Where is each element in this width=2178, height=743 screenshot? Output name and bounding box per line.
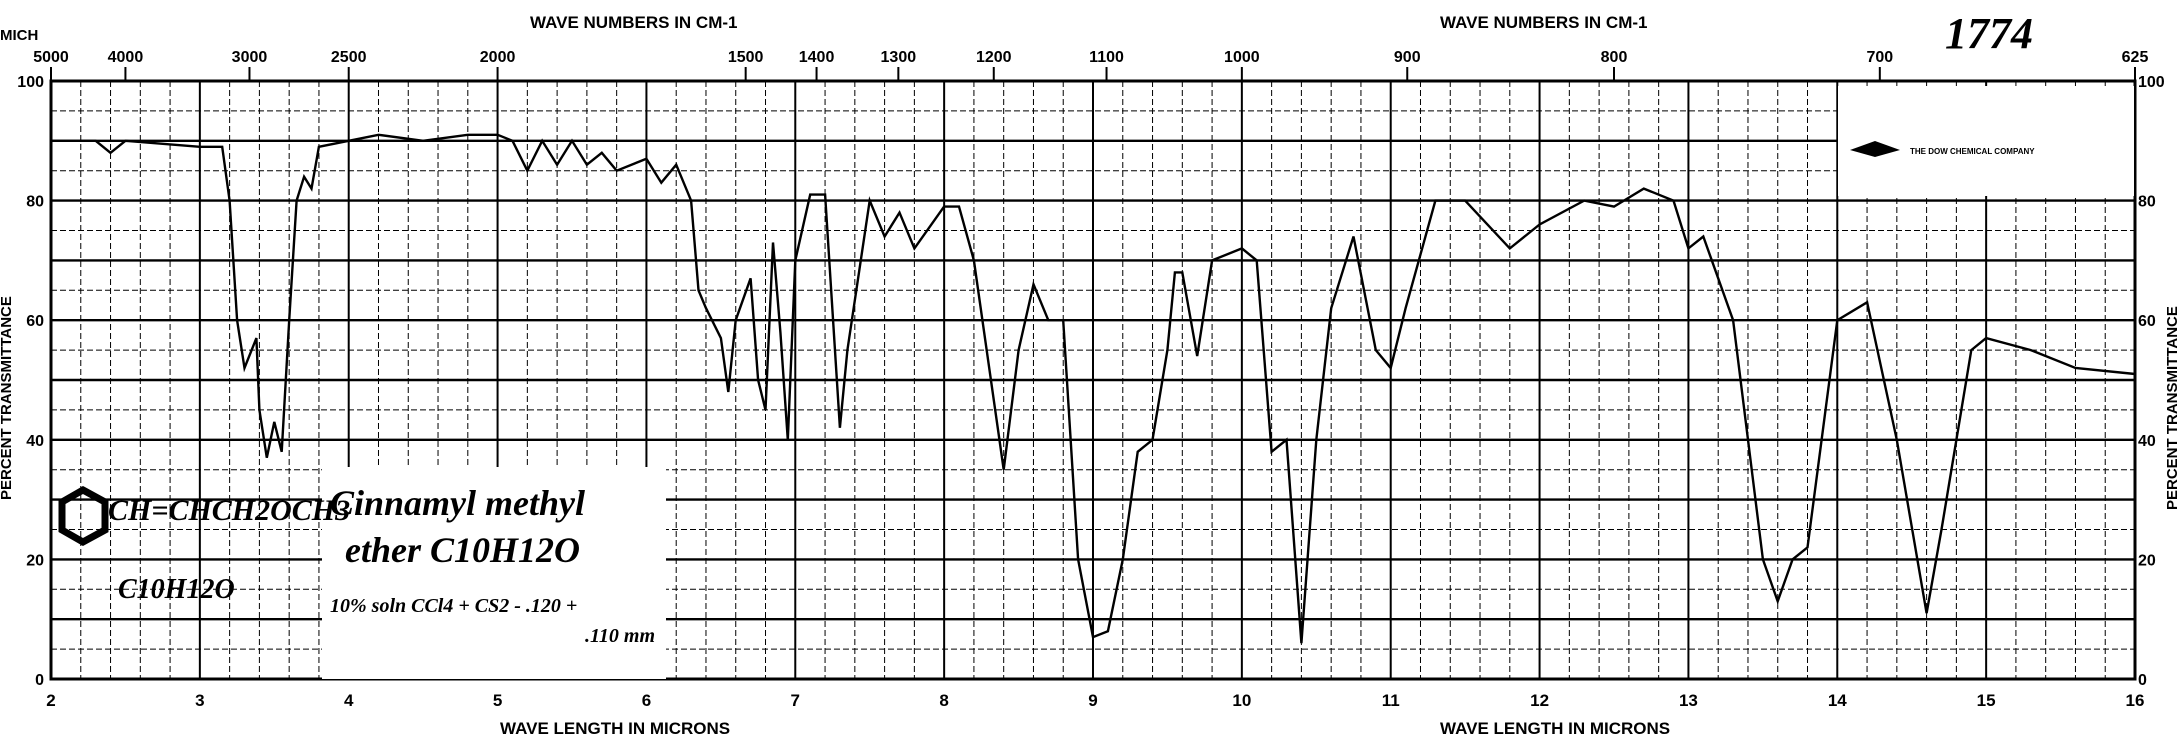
y-tick-label-left: 80 (26, 194, 44, 211)
wavenumber-tick-label: 3000 (232, 49, 268, 66)
x-tick-label: 4 (344, 691, 354, 710)
top-axis-title-right: WAVE NUMBERS IN CM-1 (1440, 13, 1647, 32)
dow-logo-icon (1850, 141, 1900, 157)
wavenumber-tick-label: 1100 (1089, 49, 1124, 66)
wavenumber-tick-label: 700 (1866, 49, 1893, 66)
x-tick-label: 5 (493, 691, 502, 710)
y-tick-label-right: 80 (2138, 194, 2156, 211)
wavenumber-tick-label: 800 (1601, 49, 1628, 66)
x-tick-label: 8 (939, 691, 948, 710)
x-tick-label: 11 (1382, 691, 1400, 710)
wavenumber-tick-label: 2500 (331, 49, 367, 66)
x-axis-ticks: 2 3 4 5 6 7 8 9 10 11 12 13 14 15 16 (46, 691, 2144, 710)
y-tick-label-left: 60 (26, 313, 44, 330)
wavenumber-tick-label: 5000 (33, 49, 69, 66)
wavenumber-tick-label: 1400 (799, 49, 835, 66)
y-tick-label-left: 0 (35, 672, 44, 689)
corner-label: MICH (0, 27, 38, 44)
y-axis-ticks: 0 0 20 20 40 40 60 60 80 80 100 100 (17, 74, 2165, 689)
spectrum-number: 1774 (1945, 9, 2033, 58)
x-tick-label: 14 (1828, 691, 1847, 710)
x-tick-label: 9 (1088, 691, 1097, 710)
compound-name-line2: ether C10H12O (345, 530, 580, 570)
x-tick-label: 13 (1679, 691, 1698, 710)
benzene-ring-icon (58, 485, 109, 547)
y-tick-label-left: 100 (17, 74, 44, 91)
wavenumber-tick-label: 1300 (881, 49, 917, 66)
x-tick-label: 12 (1530, 691, 1549, 710)
wavenumber-tick-label: 4000 (108, 49, 144, 66)
plot-frame (49, 79, 2137, 681)
y-tick-label-right: 0 (2138, 672, 2147, 689)
x-axis-title-right: WAVE LENGTH IN MICRONS (1440, 719, 1670, 738)
wavenumber-tick-label: 2000 (480, 49, 516, 66)
transmittance-curve (51, 133, 2136, 644)
x-tick-label: 6 (642, 691, 651, 710)
x-tick-label: 15 (1977, 691, 1996, 710)
y-tick-label-right: 100 (2138, 74, 2165, 91)
y-tick-label-right: 20 (2138, 552, 2156, 569)
wavenumber-tick-label: 900 (1394, 49, 1421, 66)
wavenumber-tick-label: 1200 (976, 49, 1012, 66)
wavenumber-tick-label: 1000 (1224, 49, 1260, 66)
y-tick-label-left: 20 (26, 552, 44, 569)
wavenumber-axis-ticks: 5000 4000 3000 2500 2000 1500 1400 1300 1200 1100… (33, 49, 2148, 81)
wavenumber-tick-label: 625 (2122, 49, 2149, 66)
y-tick-label-left: 40 (26, 433, 44, 450)
y-axis-title-left: PERCENT TRANSMITTANCE (0, 296, 15, 500)
structure-molecular-formula: C10H12O (118, 574, 235, 605)
conditions-line2: .110 mm (585, 625, 655, 647)
x-tick-label: 10 (1232, 691, 1251, 710)
conditions-line1: 10% soln CCl4 + CS2 - .120 + (330, 595, 577, 617)
x-tick-label: 2 (46, 691, 55, 710)
x-axis-title-left: WAVE LENGTH IN MICRONS (500, 719, 730, 738)
company-name: THE DOW CHEMICAL COMPANY (1910, 147, 2035, 156)
x-tick-label: 7 (791, 691, 800, 710)
y-tick-label-right: 40 (2138, 433, 2156, 450)
y-tick-label-right: 60 (2138, 313, 2156, 330)
y-axis-title-right: PERCENT TRANSMITTANCE (2164, 306, 2178, 510)
compound-name-line1: Cinnamyl methyl (330, 483, 585, 523)
x-tick-label: 3 (195, 691, 204, 710)
x-tick-label: 16 (2126, 691, 2145, 710)
structure-formula: CH=CHCH2OCH3 (108, 494, 350, 527)
logo-box (1838, 86, 2134, 196)
annotation-box (322, 467, 666, 679)
top-axis-title-left: WAVE NUMBERS IN CM-1 (530, 13, 737, 32)
grid (49, 79, 2137, 681)
wavenumber-tick-label: 1500 (728, 49, 764, 66)
